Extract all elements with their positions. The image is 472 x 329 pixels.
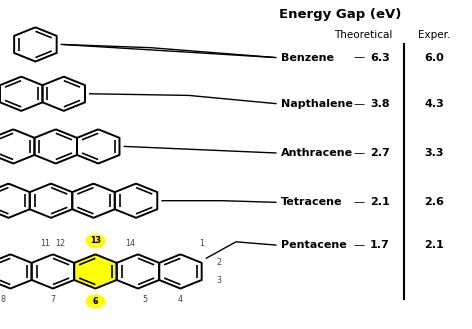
Text: Energy Gap (eV): Energy Gap (eV) xyxy=(278,8,401,21)
Circle shape xyxy=(86,235,105,247)
Text: 6.3: 6.3 xyxy=(370,53,390,63)
Text: 4.3: 4.3 xyxy=(424,99,444,109)
Text: Theoretical: Theoretical xyxy=(334,30,393,39)
Text: 5: 5 xyxy=(143,295,148,304)
Text: Benzene: Benzene xyxy=(281,53,334,63)
Text: Tetracene: Tetracene xyxy=(281,197,342,207)
Text: Anthracene: Anthracene xyxy=(281,148,353,158)
Text: 6: 6 xyxy=(93,297,98,306)
Text: —: — xyxy=(353,240,364,250)
Polygon shape xyxy=(74,254,117,289)
Text: 1.7: 1.7 xyxy=(370,240,390,250)
Text: 2.6: 2.6 xyxy=(424,197,444,207)
Circle shape xyxy=(86,295,105,308)
Text: 8: 8 xyxy=(0,295,6,304)
Text: 13: 13 xyxy=(90,237,101,245)
Text: —: — xyxy=(353,53,364,63)
Text: 11: 11 xyxy=(41,239,51,248)
Text: Pentacene: Pentacene xyxy=(281,240,346,250)
Text: 4: 4 xyxy=(178,295,183,304)
Text: 6: 6 xyxy=(93,297,98,306)
Text: 1: 1 xyxy=(199,239,204,248)
Text: —: — xyxy=(353,148,364,158)
Text: 12: 12 xyxy=(55,239,65,248)
Text: —: — xyxy=(353,99,364,109)
Text: 2: 2 xyxy=(216,258,221,266)
Text: Napthalene: Napthalene xyxy=(281,99,353,109)
Text: 2.1: 2.1 xyxy=(370,197,390,207)
Text: Exper.: Exper. xyxy=(418,30,450,39)
Text: 14: 14 xyxy=(126,239,135,248)
Text: 13: 13 xyxy=(90,237,101,245)
Text: 3.3: 3.3 xyxy=(424,148,444,158)
Text: —: — xyxy=(353,197,364,207)
Text: 3.8: 3.8 xyxy=(370,99,390,109)
Text: 2.1: 2.1 xyxy=(424,240,444,250)
Text: 6.0: 6.0 xyxy=(424,53,444,63)
Text: 2.7: 2.7 xyxy=(370,148,390,158)
Text: 7: 7 xyxy=(51,295,55,304)
Text: 3: 3 xyxy=(216,276,221,285)
